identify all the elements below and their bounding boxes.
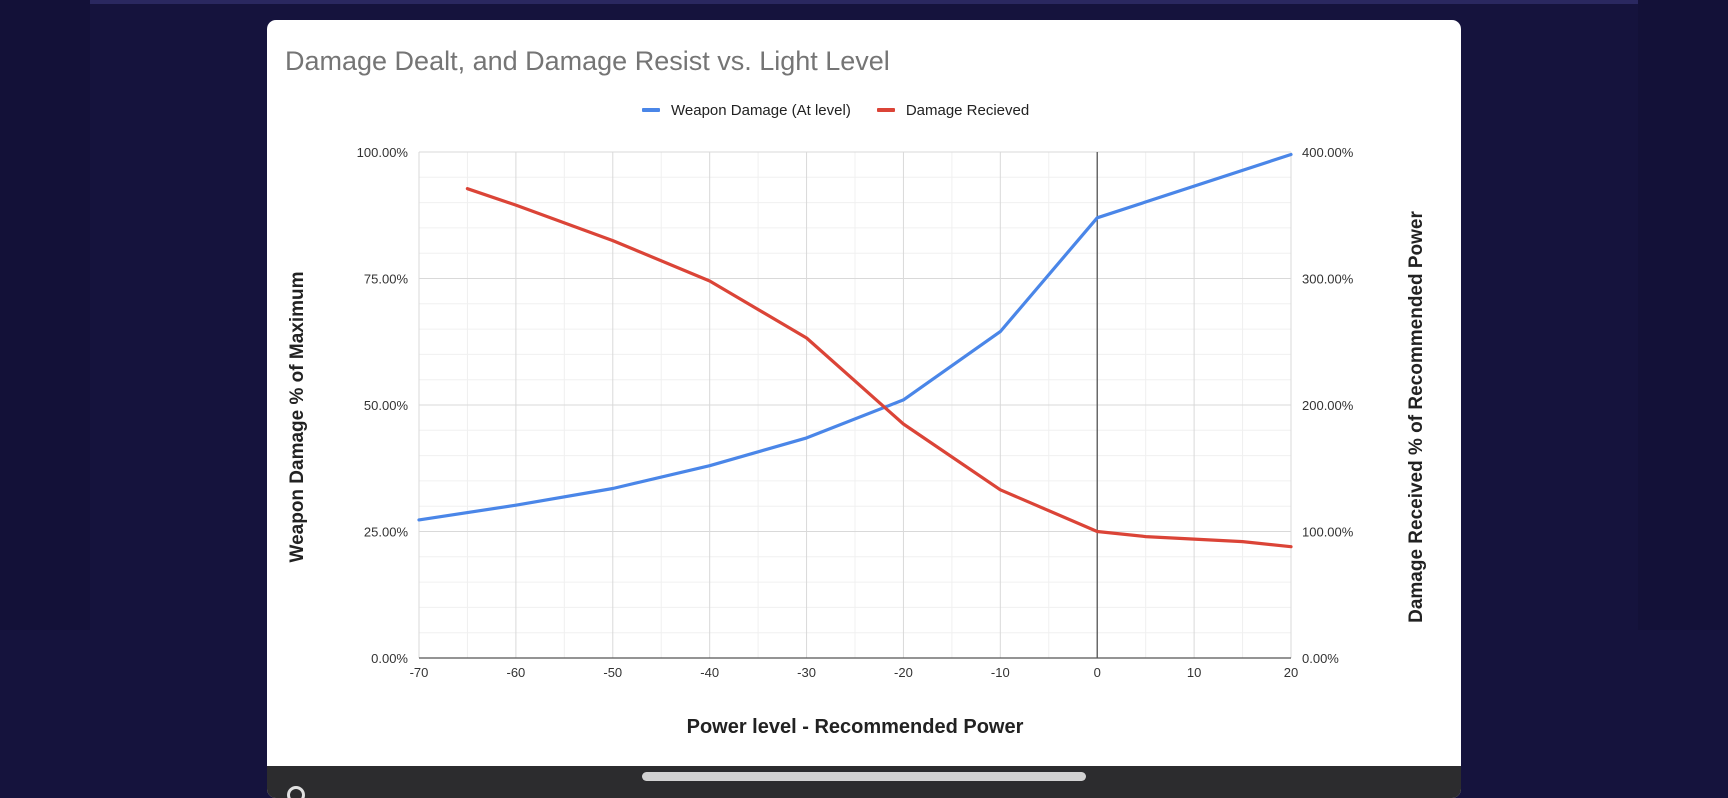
top-strip [90, 0, 1638, 4]
x-tick-label: -70 [410, 665, 429, 680]
series-line-weapon-damage [417, 152, 1293, 522]
x-axis-title: Power level - Recommended Power [687, 716, 1024, 738]
legend-swatch-damage-received [876, 108, 895, 112]
x-tick-label: 20 [1284, 665, 1298, 680]
chart-card: Damage Dealt, and Damage Resist vs. Ligh… [267, 20, 1461, 798]
profile-icon[interactable] [287, 786, 305, 798]
y-left-tick-label: 25.00% [364, 525, 409, 540]
y-left-tick-label: 100.00% [357, 145, 409, 160]
y-right-axis-title: Damage Received % of Recommended Power [1406, 210, 1427, 622]
y-left-tick-label: 50.00% [364, 398, 409, 413]
x-tick-label: 10 [1187, 665, 1201, 680]
legend-label-damage-received: Damage Recieved [905, 101, 1030, 119]
y-right-tick-label: 400.00% [1302, 145, 1354, 160]
x-tick-label: -10 [991, 665, 1010, 680]
y-right-tick-label: 100.00% [1302, 525, 1354, 540]
bottom-toolbar [267, 766, 1461, 798]
series-line-damage-received [465, 187, 1293, 549]
x-tick-label: -30 [797, 665, 816, 680]
y-left-axis-title: Weapon Damage % of Maximum [287, 271, 308, 562]
chart-legend: Weapon Damage (At level) Damage Recieved [642, 99, 1055, 121]
legend-item-weapon-damage[interactable]: Weapon Damage (At level) [642, 102, 851, 119]
y-left-tick-label: 0.00% [371, 651, 408, 666]
legend-label-weapon-damage: Weapon Damage (At level) [671, 101, 851, 119]
y-right-tick-label: 200.00% [1302, 398, 1354, 413]
background-right-panel [1638, 0, 1728, 630]
x-tick-label: -40 [700, 665, 719, 680]
x-tick-label: -50 [603, 665, 622, 680]
scroll-handle[interactable] [642, 772, 1086, 781]
y-right-tick-label: 0.00% [1302, 651, 1339, 666]
x-tick-label: -60 [506, 665, 525, 680]
legend-item-damage-received[interactable]: Damage Recieved [876, 101, 1030, 119]
x-tick-label: 0 [1094, 665, 1101, 680]
y-right-tick-label: 300.00% [1302, 272, 1354, 287]
chart-title: Damage Dealt, and Damage Resist vs. Ligh… [285, 46, 890, 76]
background-left-panel [0, 0, 90, 630]
chart-plot: -70 -60 -50 -40 -30 -20 -10 0 10 200.00%25.00%50.… [287, 145, 1427, 738]
x-tick-label: -20 [894, 665, 913, 680]
y-left-tick-label: 75.00% [364, 272, 409, 287]
legend-swatch-weapon-damage [642, 108, 660, 112]
